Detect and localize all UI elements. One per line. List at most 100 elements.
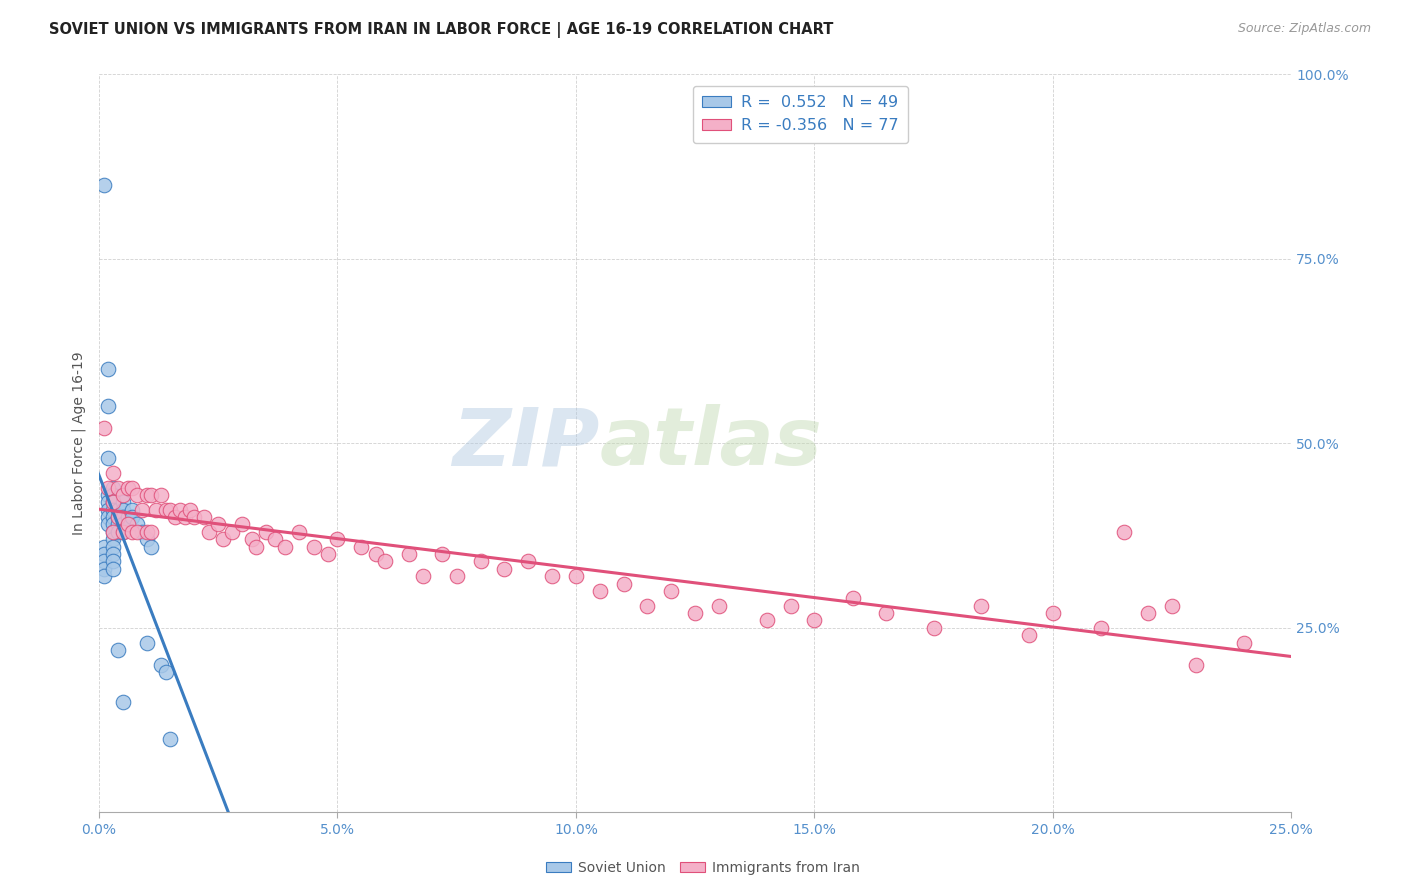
Point xyxy=(135,635,157,649)
Point xyxy=(107,481,129,495)
Point xyxy=(111,488,134,502)
Point xyxy=(374,554,396,568)
Point xyxy=(636,599,658,613)
Point xyxy=(131,524,153,539)
Point xyxy=(111,495,134,509)
Point xyxy=(155,665,177,680)
Point xyxy=(755,614,778,628)
Point xyxy=(111,524,134,539)
Point xyxy=(165,510,187,524)
Point xyxy=(350,540,373,554)
Point xyxy=(412,569,434,583)
Point xyxy=(145,502,167,516)
Point xyxy=(107,517,129,532)
Point xyxy=(103,554,125,568)
Point xyxy=(103,488,125,502)
Point xyxy=(93,540,115,554)
Point xyxy=(613,576,636,591)
Point xyxy=(494,562,516,576)
Point xyxy=(1185,657,1208,672)
Point xyxy=(103,533,125,547)
Point xyxy=(97,450,120,465)
Point xyxy=(103,517,125,532)
Point xyxy=(97,400,120,414)
Point xyxy=(316,547,339,561)
Point xyxy=(121,481,143,495)
Point xyxy=(111,517,134,532)
Point xyxy=(240,533,263,547)
Point xyxy=(93,178,115,192)
Point xyxy=(107,502,129,516)
Point xyxy=(470,554,492,568)
Point xyxy=(155,502,177,516)
Point xyxy=(97,510,120,524)
Point xyxy=(93,547,115,561)
Point xyxy=(121,510,143,524)
Point xyxy=(127,517,149,532)
Point xyxy=(683,606,706,620)
Point xyxy=(779,599,801,613)
Legend: Soviet Union, Immigrants from Iran: Soviet Union, Immigrants from Iran xyxy=(541,855,865,880)
Point xyxy=(659,583,682,598)
Point xyxy=(97,517,120,532)
Point xyxy=(117,481,139,495)
Point xyxy=(93,554,115,568)
Point xyxy=(97,502,120,516)
Point xyxy=(103,547,125,561)
Point xyxy=(264,533,287,547)
Point xyxy=(159,502,181,516)
Point xyxy=(97,362,120,376)
Point xyxy=(97,495,120,509)
Point xyxy=(193,510,215,524)
Point xyxy=(432,547,454,561)
Point xyxy=(1114,524,1136,539)
Point xyxy=(364,547,387,561)
Point xyxy=(103,540,125,554)
Point xyxy=(103,481,125,495)
Point xyxy=(541,569,564,583)
Point xyxy=(159,731,181,746)
Point xyxy=(131,502,153,516)
Point xyxy=(107,524,129,539)
Point xyxy=(922,621,945,635)
Point xyxy=(103,524,125,539)
Point xyxy=(517,554,540,568)
Point xyxy=(111,510,134,524)
Point xyxy=(93,421,115,435)
Point xyxy=(707,599,730,613)
Point xyxy=(97,488,120,502)
Point xyxy=(1042,606,1064,620)
Point xyxy=(103,495,125,509)
Point xyxy=(589,583,612,598)
Point xyxy=(117,510,139,524)
Point xyxy=(135,488,157,502)
Point xyxy=(221,524,243,539)
Point xyxy=(107,643,129,657)
Point xyxy=(135,533,157,547)
Point xyxy=(107,510,129,524)
Point xyxy=(149,488,172,502)
Point xyxy=(103,524,125,539)
Y-axis label: In Labor Force | Age 16-19: In Labor Force | Age 16-19 xyxy=(72,351,86,535)
Point xyxy=(141,540,163,554)
Point xyxy=(231,517,253,532)
Point xyxy=(111,502,134,516)
Point xyxy=(1018,628,1040,642)
Point xyxy=(169,502,191,516)
Point xyxy=(446,569,468,583)
Point xyxy=(141,488,163,502)
Text: Source: ZipAtlas.com: Source: ZipAtlas.com xyxy=(1237,22,1371,36)
Point xyxy=(565,569,588,583)
Point xyxy=(107,510,129,524)
Point xyxy=(1233,635,1256,649)
Point xyxy=(97,481,120,495)
Point xyxy=(179,502,201,516)
Point xyxy=(111,524,134,539)
Point xyxy=(274,540,297,554)
Point xyxy=(121,502,143,516)
Point xyxy=(149,657,172,672)
Point xyxy=(803,614,825,628)
Point xyxy=(254,524,277,539)
Point xyxy=(302,540,325,554)
Point xyxy=(212,533,235,547)
